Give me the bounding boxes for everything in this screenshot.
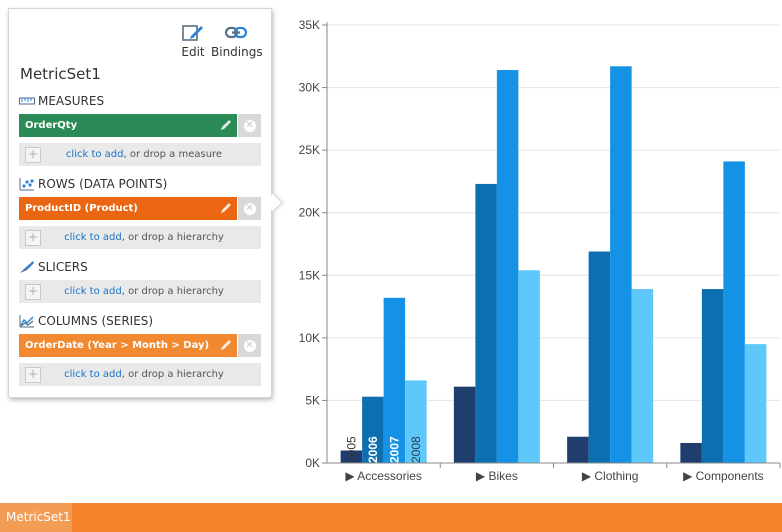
bindings-button[interactable]: Bindings <box>211 23 263 59</box>
edit-label: Edit <box>181 45 205 59</box>
y-tick-label: 35K <box>299 18 320 32</box>
metric-set-title: MetricSet1 <box>20 65 101 83</box>
section-measures: MEASURES <box>19 93 104 109</box>
series-label-2006: 2006 <box>366 436 380 463</box>
bar-2006-clothing <box>588 251 611 463</box>
bar-2005-accessories <box>340 450 363 463</box>
section-rows: ROWS (DATA POINTS) <box>19 176 167 192</box>
click-to-add-link[interactable]: click to add <box>65 149 124 160</box>
plus-icon: + <box>25 366 41 383</box>
column-field-label: OrderDate (Year > Month > Day) <box>25 340 210 351</box>
click-to-add-link[interactable]: click to add <box>64 232 122 243</box>
bar-2007-clothing <box>610 66 632 463</box>
drop-hierarchy-text: , or drop a hierarchy <box>121 286 224 297</box>
close-icon: ✕ <box>243 202 256 215</box>
plus-icon: + <box>25 283 41 300</box>
section-rows-label: ROWS (DATA POINTS) <box>38 177 168 191</box>
add-column-dropzone[interactable]: + click to add, or drop a hierarchy <box>19 363 261 386</box>
y-tick-label: 0K <box>305 456 320 470</box>
remove-column-button[interactable]: ✕ <box>238 334 261 357</box>
bar-2007-accessories <box>383 297 406 463</box>
edit-button[interactable]: Edit <box>179 23 207 59</box>
close-icon: ✕ <box>243 339 256 352</box>
drop-hierarchy-text: , or drop a hierarchy <box>121 369 224 380</box>
series-label-2007: 2007 <box>387 436 401 463</box>
plus-icon: + <box>25 146 41 163</box>
bindings-label: Bindings <box>211 45 263 59</box>
measure-field-label: OrderQty <box>25 120 78 131</box>
bar-2008-components <box>744 344 767 463</box>
pencil-icon[interactable] <box>219 338 233 352</box>
bar-2007-components <box>723 161 745 464</box>
bar-2008-clothing <box>631 289 654 463</box>
slicer-knife-icon <box>20 261 34 273</box>
edit-icon <box>182 25 203 41</box>
scatter-icon <box>19 178 34 191</box>
y-tick-label: 10K <box>299 331 320 345</box>
add-slicer-dropzone[interactable]: + click to add, or drop a hierarchy <box>19 280 261 303</box>
y-tick-label: 15K <box>299 268 320 282</box>
bar-2007-bikes <box>496 70 519 464</box>
bar-2005-components <box>680 442 702 463</box>
ruler-icon <box>19 97 35 105</box>
category-label-bikes: ▶ Bikes <box>476 469 518 483</box>
row-field-productid[interactable]: ProductID (Product) <box>19 197 237 220</box>
click-to-add-link[interactable]: click to add <box>64 369 122 380</box>
pencil-icon[interactable] <box>219 201 233 215</box>
pencil-icon[interactable] <box>219 118 233 132</box>
bar-2005-clothing <box>567 436 589 463</box>
bar-2006-accessories <box>362 396 384 463</box>
section-columns: COLUMNS (SERIES) <box>19 313 153 329</box>
section-columns-label: COLUMNS (SERIES) <box>38 314 154 328</box>
section-slicers: SLICERS <box>19 259 88 275</box>
y-tick-label: 5K <box>305 393 320 407</box>
link-icon <box>224 26 248 39</box>
bar-2005-bikes <box>453 386 476 463</box>
y-tick-label: 25K <box>299 143 320 157</box>
footer-tab-metricset1[interactable]: MetricSet1 <box>0 503 72 532</box>
bar-2008-accessories <box>405 380 427 463</box>
plus-icon: + <box>25 229 41 246</box>
section-slicers-label: SLICERS <box>38 260 88 274</box>
row-field-label: ProductID (Product) <box>25 203 138 214</box>
series-label-2005: 2005 <box>344 436 358 463</box>
measure-field-orderqty[interactable]: OrderQty <box>19 114 237 137</box>
add-measure-dropzone[interactable]: + click to add, or drop a measure <box>19 143 261 166</box>
section-measures-label: MEASURES <box>38 94 105 108</box>
remove-row-button[interactable]: ✕ <box>238 197 261 220</box>
metric-set-panel: Edit Bindings MetricSet1 MEASURES OrderQ… <box>8 8 272 398</box>
column-field-orderdate[interactable]: OrderDate (Year > Month > Day) <box>19 334 237 357</box>
footer-bar: MetricSet1 <box>0 503 782 532</box>
drop-hierarchy-text: , or drop a hierarchy <box>121 232 224 243</box>
bar-chart: 0K 5K 10K 15K 20K 25K 30K 35K 2005 2006 2007 2008 ▶ … <box>299 18 781 483</box>
series-label-2008: 2008 <box>409 436 423 463</box>
bar-2006-bikes <box>475 183 497 463</box>
category-label-components: ▶ Components <box>683 469 764 483</box>
category-label-accessories: ▶ Accessories <box>345 469 422 483</box>
bar-2006-components <box>701 289 724 463</box>
category-label-clothing: ▶ Clothing <box>582 469 639 483</box>
add-row-dropzone[interactable]: + click to add, or drop a hierarchy <box>19 226 261 249</box>
click-to-add-link[interactable]: click to add <box>64 286 122 297</box>
y-tick-label: 30K <box>299 81 320 95</box>
drop-measure-text: , or drop a measure <box>123 149 223 160</box>
close-icon: ✕ <box>243 119 256 132</box>
bar-2008-bikes <box>518 270 540 463</box>
remove-measure-button[interactable]: ✕ <box>238 114 261 137</box>
line-chart-icon <box>19 315 34 328</box>
y-tick-label: 20K <box>299 206 320 220</box>
